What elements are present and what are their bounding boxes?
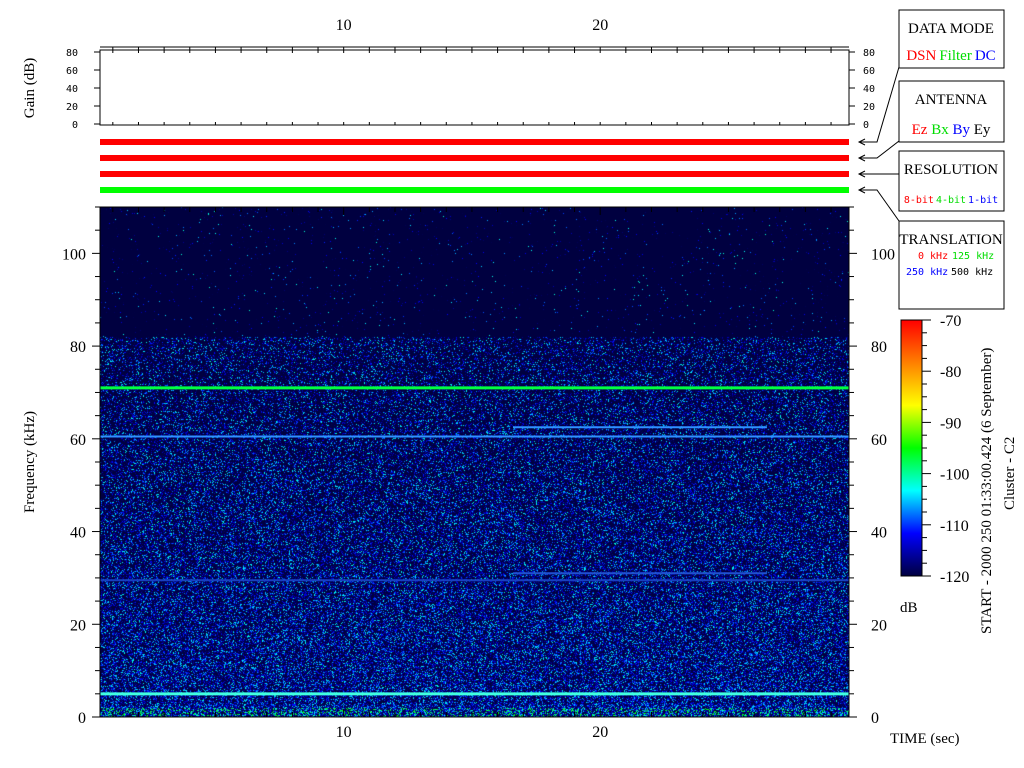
gain-tick-label: 0 (72, 120, 78, 131)
legend-item: DC (975, 48, 996, 64)
y-axis-label: Frequency (kHz) (22, 411, 38, 513)
start-time-label: START - 2000 250 01:33:00.424 (6 Septemb… (979, 348, 995, 634)
gain-tick-label: 80 (66, 48, 78, 59)
gain-axis-label: Gain (dB) (22, 58, 38, 118)
gain-tick-label-right: 60 (863, 66, 875, 77)
colorbar-tick-label: -100 (940, 467, 969, 484)
colorbar-tick-label: -90 (940, 415, 961, 432)
status-strip (100, 139, 849, 145)
colorbar-tick-label: -70 (940, 313, 961, 330)
colorbar (901, 320, 922, 576)
legend-item: 8-bit (904, 195, 934, 206)
y-tick-label-right: 0 (871, 710, 879, 727)
y-tick-label-right: 60 (871, 432, 887, 449)
legend-items: Ez Bx By Ey (912, 122, 991, 138)
gain-tick-label-right: 80 (863, 48, 875, 59)
spectrogram-frame (100, 207, 849, 717)
y-tick-label-right: 80 (871, 339, 887, 356)
y-tick-label-right: 40 (871, 525, 887, 542)
legend-item: 4-bit (936, 195, 966, 206)
x-axis-label: TIME (sec) (890, 731, 960, 747)
y-tick-label-right: 100 (871, 246, 895, 263)
gain-tick-label-right: 20 (863, 102, 875, 113)
gain-panel (100, 50, 849, 125)
gain-tick-label: 20 (66, 102, 78, 113)
legend-item: 500 kHz (951, 267, 993, 278)
connector-line (859, 190, 899, 221)
legend-item: DSN (906, 48, 936, 64)
status-strip (100, 155, 849, 161)
y-tick-label: 20 (70, 617, 86, 634)
legend-items: 8-bit 4-bit 1-bit (904, 195, 998, 206)
x-tick-label: 10 (336, 724, 352, 741)
gain-tick-label: 40 (66, 84, 78, 95)
x-tick-label-top: 20 (592, 17, 608, 34)
y-tick-label: 40 (70, 525, 86, 542)
x-tick-label: 20 (592, 724, 608, 741)
legend-item: 250 kHz (906, 267, 948, 278)
legend-item: Filter (939, 48, 972, 64)
legend-items: DSN Filter DC (906, 48, 995, 64)
x-tick-label-top: 10 (336, 17, 352, 34)
colorbar-label: dB (900, 600, 918, 616)
legend-title: ANTENNA (915, 92, 988, 108)
colorbar-tick-label: -110 (940, 518, 969, 535)
legend-item: 125 kHz (952, 251, 994, 262)
legend-title: DATA MODE (908, 21, 994, 37)
legend-item: Ey (970, 122, 991, 138)
legend-item: By (949, 122, 971, 138)
y-tick-label: 0 (78, 710, 86, 727)
y-tick-label-right: 20 (871, 617, 887, 634)
legend-item: Ez (912, 122, 928, 138)
gain-tick-label-right: 40 (863, 84, 875, 95)
gain-tick-label-right: 0 (863, 120, 869, 131)
legend-item: Bx (927, 122, 949, 138)
y-tick-label: 60 (70, 432, 86, 449)
legend-title: TRANSLATION (899, 232, 1002, 248)
status-strip (100, 187, 849, 193)
status-strip (100, 171, 849, 177)
legend-item: 0 kHz (918, 251, 948, 262)
colorbar-tick-label: -80 (940, 364, 961, 381)
spacecraft-label: Cluster - C2 (1002, 437, 1018, 510)
y-tick-label: 100 (62, 246, 86, 263)
legend-title: RESOLUTION (904, 162, 998, 178)
legend-item: 1-bit (968, 195, 998, 206)
gain-tick-label: 60 (66, 66, 78, 77)
y-tick-label: 80 (70, 339, 86, 356)
colorbar-tick-label: -120 (940, 569, 969, 586)
